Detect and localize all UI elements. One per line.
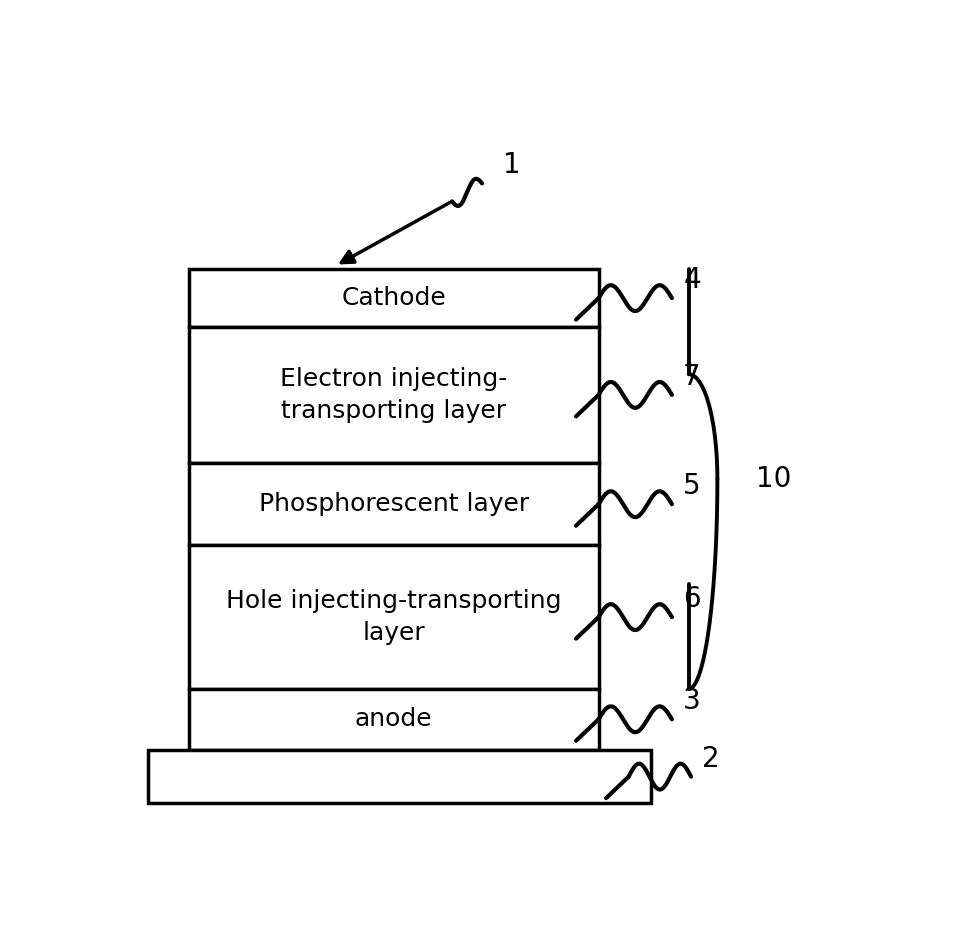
Text: 10: 10 [756, 466, 791, 493]
Text: 2: 2 [702, 745, 719, 773]
Text: Cathode: Cathode [341, 286, 446, 310]
Bar [189, 689, 598, 749]
Text: 5: 5 [682, 472, 700, 500]
Bar [147, 749, 650, 803]
Text: Hole injecting-transporting
layer: Hole injecting-transporting layer [226, 589, 561, 645]
Text: 6: 6 [682, 586, 700, 614]
Bar [189, 327, 598, 463]
Text: 7: 7 [682, 363, 700, 391]
Bar [189, 546, 598, 689]
Bar [189, 269, 598, 327]
Text: 3: 3 [682, 687, 701, 715]
Text: Phosphorescent layer: Phosphorescent layer [259, 492, 528, 516]
Text: anode: anode [355, 708, 432, 731]
Bar [189, 463, 598, 546]
Text: Electron injecting-
transporting layer: Electron injecting- transporting layer [280, 367, 507, 423]
Text: 1: 1 [503, 152, 520, 180]
Text: 4: 4 [682, 266, 700, 294]
